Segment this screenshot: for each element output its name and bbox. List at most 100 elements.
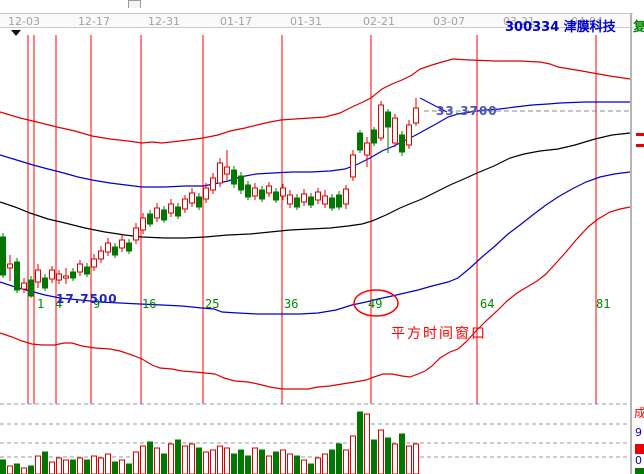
candle-body (175, 206, 181, 217)
candle-body (329, 197, 335, 209)
up-count-label: 9 (635, 426, 642, 439)
volume-bar (287, 453, 293, 474)
candle-body (84, 266, 90, 275)
volume-bar (77, 457, 83, 474)
volume-bar (315, 457, 321, 474)
volume-bar (280, 449, 286, 474)
volume-bar (161, 453, 167, 474)
candle-body (196, 196, 202, 208)
volume-bar (147, 441, 153, 474)
volume-bar (343, 449, 349, 474)
date-tick-label: 02-21 (363, 15, 395, 28)
candle-body (350, 154, 356, 178)
square-number-label: 36 (284, 297, 298, 311)
candle-body (259, 189, 265, 200)
right-sidebar: 复 成 9 0 (633, 13, 644, 474)
volume-bar (196, 447, 202, 474)
candle-body (70, 271, 76, 279)
candle-body (252, 187, 258, 197)
volume-bar (203, 451, 209, 474)
date-tick-label: 12-17 (78, 15, 110, 28)
volume-bar (126, 463, 132, 474)
candle-body (385, 111, 391, 128)
volume-bar (63, 459, 69, 474)
stock-code-name: 300334 津膜科技 (505, 20, 616, 35)
volume-bar (49, 461, 55, 474)
volume-bar (7, 465, 13, 474)
candle-body (49, 269, 55, 280)
volume-bar (357, 411, 363, 474)
candle-body (399, 134, 405, 153)
band-lower-blue (0, 171, 631, 315)
date-tick-label: 01-17 (220, 15, 252, 28)
square-time-window-caption: 平方时间窗口 (391, 326, 487, 342)
square-number-label: 49 (368, 297, 382, 311)
candle-body (98, 250, 104, 260)
title-bar (0, 0, 644, 13)
pane-handle[interactable] (128, 0, 141, 8)
volume-bar (98, 457, 104, 474)
candle-body (161, 209, 167, 221)
candle-body (140, 217, 146, 231)
date-axis[interactable]: 12-03 12-17 12-31 01-17 01-31 02-21 03-07 03-21… (0, 13, 644, 28)
candle-body (343, 188, 349, 205)
candle-body (105, 242, 111, 253)
up-color-swatch (635, 444, 644, 454)
band-lower-red (0, 206, 631, 390)
date-tick-label: 03-21 (503, 15, 535, 28)
volume-bar (217, 445, 223, 474)
candle-body (287, 194, 293, 205)
square-number-label: 4 (55, 297, 62, 311)
volume-bar (336, 443, 342, 474)
volume-bar (14, 463, 20, 474)
current-price-label: 33.3700 (436, 104, 498, 118)
volume-bar (133, 451, 139, 474)
candle-body (35, 269, 41, 283)
pane-splitter[interactable] (630, 13, 632, 474)
price-position-marker-icon (636, 133, 644, 147)
price-connector-line (419, 97, 448, 113)
volume-bar (259, 449, 265, 474)
candle-body (56, 273, 62, 281)
candle-body (357, 132, 363, 151)
candle-body (189, 192, 195, 204)
square-number-label: 64 (480, 297, 494, 311)
candle-body (119, 239, 125, 249)
volume-bar (84, 459, 90, 474)
candle-body (28, 279, 34, 297)
volume-bar (371, 439, 377, 474)
volume-bar (413, 443, 419, 474)
candle-body (154, 207, 160, 219)
candle-body (217, 162, 223, 184)
candle-body (266, 185, 272, 194)
volume-bar (266, 455, 272, 474)
candle-body (322, 195, 328, 205)
candle-body (392, 117, 398, 144)
down-color-swatch (635, 468, 644, 474)
volume-bar (168, 443, 174, 474)
volume-bar (301, 459, 307, 474)
volume-bar (210, 449, 216, 474)
candle-body (231, 169, 237, 185)
square-number-label: 25 (205, 297, 219, 311)
volume-bar (392, 443, 398, 474)
cursor-triangle-icon[interactable] (11, 30, 21, 36)
volume-bar (252, 447, 258, 474)
volume-bar (406, 445, 412, 474)
candle-body (133, 227, 139, 241)
candle-body (406, 124, 412, 146)
volume-bar (70, 459, 76, 474)
candle-body (315, 191, 321, 201)
candle-body (301, 193, 307, 203)
volume-bar (91, 455, 97, 474)
candle-body (126, 242, 132, 252)
volume-bar (294, 455, 300, 474)
candle-body (203, 187, 209, 200)
volume-bar (21, 467, 27, 474)
candle-body (14, 261, 20, 291)
volume-bar (308, 463, 314, 474)
candle-body (147, 213, 153, 225)
volume-bar (28, 465, 34, 474)
